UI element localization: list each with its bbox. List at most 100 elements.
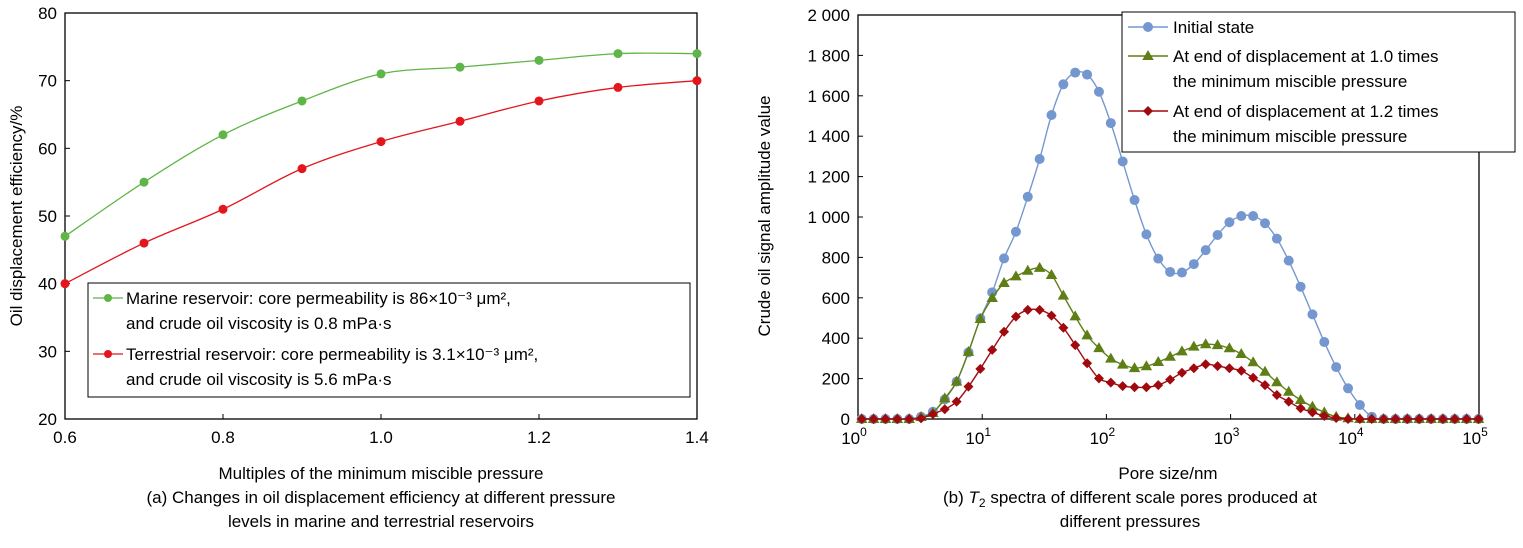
x-tick-label: 0.8 [211, 428, 235, 447]
data-point [1343, 414, 1354, 424]
legend-label: At end of displacement at 1.2 times [1173, 102, 1439, 121]
chart-a: 20 30 40 50 60 70 80 0.6 0.8 1.0 1.2 1.4 Marine rese… [38, 4, 709, 447]
x-tick-label: 103 [1214, 425, 1240, 448]
data-point [1295, 403, 1306, 414]
data-point [1046, 310, 1057, 321]
data-point [1034, 304, 1045, 315]
x-tick-base: 10 [1338, 429, 1357, 448]
data-point [1033, 261, 1046, 272]
data-point [1188, 363, 1199, 374]
legend-box [87, 282, 691, 398]
chart-b-ylabel: Crude oil signal amplitude value [755, 96, 774, 337]
data-point [1117, 156, 1128, 167]
data-point [692, 49, 702, 59]
y-tick-label: 1 800 [807, 46, 850, 65]
x-tick-base: 10 [1462, 429, 1481, 448]
x-tick-label: 100 [841, 425, 867, 448]
y-tick-label: 0 [841, 410, 850, 429]
data-point [534, 96, 544, 106]
data-point [1366, 414, 1377, 424]
data-point [1105, 352, 1117, 363]
data-point [1188, 259, 1199, 270]
data-point [999, 253, 1010, 264]
y-tick-label: 1 600 [807, 87, 850, 106]
data-point [1426, 414, 1437, 424]
y-tick-label: 2 000 [807, 6, 850, 25]
legend-marker [1142, 50, 1154, 60]
data-point [1437, 414, 1448, 424]
data-point [1295, 281, 1306, 292]
data-point [939, 392, 951, 403]
data-point [1105, 118, 1116, 129]
data-point [1022, 304, 1033, 315]
data-point [1165, 374, 1176, 385]
chart-b-caption-line2: different pressures [1060, 512, 1200, 531]
data-point [916, 413, 927, 424]
data-point [1128, 362, 1141, 373]
data-point [1260, 380, 1271, 391]
data-point [1164, 350, 1176, 361]
data-point [1331, 412, 1342, 423]
legend: Marine reservoir: core permeability is 8… [87, 282, 691, 398]
data-point [1248, 372, 1259, 383]
data-point [692, 76, 702, 86]
data-point [987, 344, 998, 355]
data-point [613, 49, 623, 59]
data-point [1402, 414, 1413, 424]
data-point [297, 164, 307, 174]
x-tick-exponent: 0 [860, 425, 867, 439]
data-point [974, 313, 987, 324]
data-point [1034, 154, 1045, 165]
data-point [1223, 342, 1236, 353]
data-point [950, 375, 963, 386]
legend-label: Marine reservoir: core permeability is 8… [126, 289, 511, 308]
data-point [139, 177, 149, 187]
data-point [1022, 264, 1034, 275]
data-point [1248, 210, 1259, 221]
data-point [975, 363, 986, 374]
data-point [1141, 229, 1152, 240]
legend-label: and crude oil viscosity is 0.8 mPa·s [126, 314, 392, 333]
series-line-2 [861, 267, 1479, 420]
data-point [1093, 373, 1104, 384]
data-point [1022, 191, 1033, 202]
data-point [1247, 356, 1259, 367]
data-point [999, 326, 1010, 337]
data-point [1129, 382, 1140, 393]
data-point [534, 55, 544, 65]
y-tick-label: 40 [38, 275, 57, 294]
data-point [868, 414, 879, 424]
data-point [1306, 400, 1319, 411]
x-tick-label: 1.2 [527, 428, 551, 447]
data-point [1058, 79, 1069, 90]
x-tick-label: 104 [1338, 425, 1364, 448]
y-tick-label: 600 [822, 289, 850, 308]
data-point [939, 404, 950, 415]
data-point [1211, 339, 1224, 350]
x-tick-exponent: 2 [1109, 425, 1116, 439]
data-point [455, 116, 465, 126]
x-tick-label: 1.0 [369, 428, 393, 447]
data-point [892, 414, 903, 424]
data-point [1070, 67, 1081, 78]
data-point [1307, 407, 1318, 418]
data-point [1212, 229, 1223, 240]
data-point [1283, 255, 1294, 266]
data-point [1165, 266, 1176, 277]
data-point [986, 292, 998, 303]
data-point [1117, 381, 1128, 392]
data-point [1414, 414, 1425, 424]
legend-label: At end of displacement at 1.0 times [1173, 47, 1439, 66]
data-point [1176, 267, 1187, 278]
y-tick-label: 200 [822, 370, 850, 389]
data-point [1069, 310, 1081, 321]
data-point [1153, 380, 1164, 391]
y-tick-label: 70 [38, 72, 57, 91]
data-point [1057, 289, 1070, 300]
y-tick-label: 20 [38, 410, 57, 429]
data-point [1271, 233, 1282, 244]
data-point [1200, 359, 1211, 370]
data-point [1010, 270, 1022, 281]
legend-marker [104, 294, 112, 302]
legend-label: and crude oil viscosity is 5.6 mPa·s [126, 370, 392, 389]
